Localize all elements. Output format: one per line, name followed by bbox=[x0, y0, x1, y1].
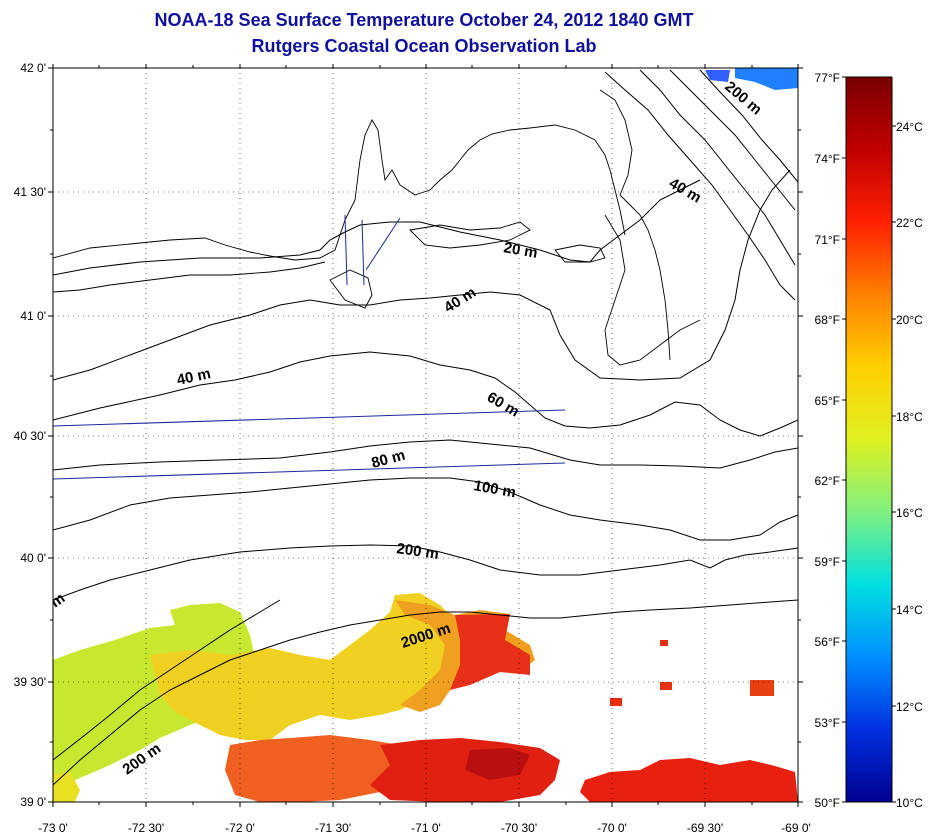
satellite-tracks bbox=[53, 214, 566, 480]
cb-f-label: 50°F bbox=[815, 796, 840, 810]
sst-speck-3 bbox=[610, 698, 622, 706]
lon-label: -70 0' bbox=[597, 821, 627, 835]
contour-60m bbox=[53, 351, 798, 437]
cb-f-label: 77°F bbox=[815, 71, 840, 85]
cb-f-label: 71°F bbox=[815, 233, 840, 247]
cb-f-label: 68°F bbox=[815, 313, 840, 327]
track-line-1 bbox=[53, 409, 566, 427]
contour-40m-ne bbox=[604, 71, 796, 301]
coastline-long-island bbox=[53, 119, 626, 261]
lat-label: 40 0' bbox=[20, 551, 46, 565]
contour-label-200m-mid: 200 m bbox=[395, 540, 439, 563]
lon-label: -71 30' bbox=[315, 821, 351, 835]
contour-200m-south bbox=[53, 599, 281, 761]
cb-c-label: 14°C bbox=[896, 603, 923, 617]
lon-label: -70 30' bbox=[501, 821, 537, 835]
lat-label: 42 0' bbox=[20, 61, 46, 75]
sst-speck-1 bbox=[750, 680, 774, 696]
sst-speck-2 bbox=[660, 682, 672, 690]
contour-20m bbox=[53, 179, 701, 276]
colorbar-gradient bbox=[845, 76, 893, 803]
sst-patch-ne-cold-2 bbox=[705, 70, 730, 82]
sst-patch-dark-core bbox=[465, 748, 530, 780]
cb-c-label: 12°C bbox=[896, 700, 923, 714]
sst-patch-west-green bbox=[53, 603, 255, 790]
figure-subtitle: Rutgers Coastal Ocean Observation Lab bbox=[251, 36, 596, 56]
coastline bbox=[53, 89, 701, 366]
lat-label: 39 30' bbox=[14, 675, 46, 689]
contour-200m bbox=[53, 544, 798, 601]
sst-patches bbox=[53, 68, 798, 802]
lon-label: -72 30' bbox=[128, 821, 164, 835]
sst-patch-sw-corner bbox=[53, 772, 80, 802]
cb-c-label: 24°C bbox=[896, 120, 923, 134]
lon-label: -69 30' bbox=[687, 821, 723, 835]
sst-speck-4 bbox=[660, 640, 668, 646]
contour-100m bbox=[53, 477, 798, 541]
longitude-labels: -73 0' -72 30' -72 0' -71 30' -71 0' -70… bbox=[38, 821, 811, 835]
contour-2000m bbox=[53, 599, 798, 786]
lat-label: 41 0' bbox=[20, 309, 46, 323]
coastline-nantucket bbox=[554, 244, 606, 263]
cb-c-label: 16°C bbox=[896, 506, 923, 520]
cb-f-label: 59°F bbox=[815, 555, 840, 569]
coastline-martha bbox=[409, 221, 531, 249]
cb-f-label: 65°F bbox=[815, 394, 840, 408]
cb-c-label: 20°C bbox=[896, 313, 923, 327]
bathymetry-contours bbox=[53, 69, 798, 786]
lon-label: -73 0' bbox=[38, 821, 68, 835]
coastline-cape-cod bbox=[599, 89, 671, 361]
map-grid bbox=[53, 68, 798, 802]
sst-patch-red-tongue bbox=[450, 614, 530, 690]
cb-f-label: 62°F bbox=[815, 474, 840, 488]
contour-ne-shelf-1 bbox=[639, 69, 796, 266]
lon-label: -69 0' bbox=[781, 821, 811, 835]
coastline-shoals bbox=[604, 214, 701, 366]
lon-label: -71 0' bbox=[411, 821, 441, 835]
lat-label: 41 30' bbox=[14, 185, 46, 199]
colorbar-celsius-labels: 24°C 22°C 20°C 18°C 16°C 14°C 12°C 10°C bbox=[896, 120, 923, 810]
latitude-labels: 42 0' 41 30' 41 0' 40 30' 40 0' 39 30' 3… bbox=[14, 61, 46, 809]
colorbar-fahrenheit-labels: 77°F 74°F 71°F 68°F 65°F 62°F 59°F 56°F … bbox=[815, 71, 840, 810]
sst-patch-central-yellow bbox=[150, 593, 460, 740]
contour-80m bbox=[53, 439, 798, 471]
cb-f-label: 56°F bbox=[815, 635, 840, 649]
lon-label: -72 0' bbox=[225, 821, 255, 835]
map-area: 20 m 40 m 40 m 40 m 60 m 80 m 100 m 200 … bbox=[53, 68, 798, 802]
contour-ne-shelf-2 bbox=[669, 69, 796, 211]
sst-patch-southeast-red bbox=[580, 758, 798, 802]
cb-c-label: 10°C bbox=[896, 796, 923, 810]
coastline-block-island bbox=[329, 269, 373, 309]
cb-c-label: 18°C bbox=[896, 410, 923, 424]
colorbar: 77°F 74°F 71°F 68°F 65°F 62°F 59°F 56°F … bbox=[815, 71, 924, 810]
figure-title: NOAA-18 Sea Surface Temperature October … bbox=[155, 10, 694, 30]
cb-f-label: 53°F bbox=[815, 716, 840, 730]
cb-c-label: 22°C bbox=[896, 216, 923, 230]
contour-40m-inner bbox=[53, 169, 791, 381]
cb-f-label: 74°F bbox=[815, 152, 840, 166]
contour-ne-shelf-3 bbox=[699, 69, 798, 183]
lat-label: 39 0' bbox=[20, 795, 46, 809]
contour-label-40m-west: 40 m bbox=[175, 365, 212, 389]
track-block-island bbox=[344, 214, 401, 286]
lat-label: 40 30' bbox=[14, 429, 46, 443]
frame-ticks bbox=[48, 64, 803, 807]
contour-label-20m: 20 m bbox=[502, 239, 539, 262]
sst-patch-ne-cold bbox=[735, 68, 798, 90]
coastline-south-shore bbox=[53, 261, 326, 293]
track-line-2 bbox=[53, 462, 566, 480]
